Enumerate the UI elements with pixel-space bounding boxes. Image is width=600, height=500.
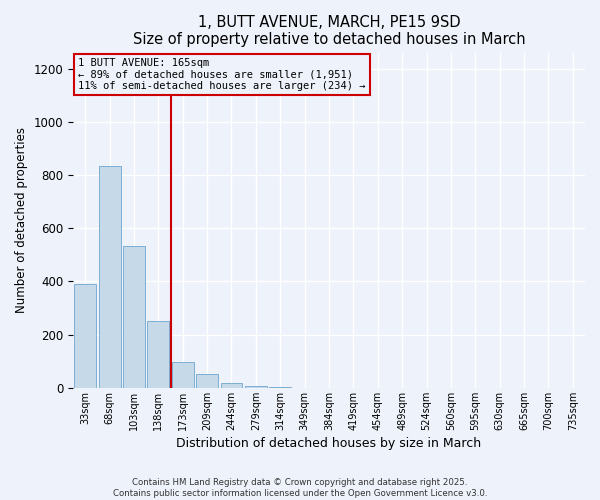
Bar	[269, 387, 291, 388]
Text: 1 BUTT AVENUE: 165sqm
← 89% of detached houses are smaller (1,951)
11% of semi-d: 1 BUTT AVENUE: 165sqm ← 89% of detached …	[78, 58, 365, 91]
Bar	[74, 284, 96, 388]
Bar	[196, 374, 218, 388]
X-axis label: Distribution of detached houses by size in March: Distribution of detached houses by size …	[176, 437, 482, 450]
Bar	[245, 386, 267, 388]
Bar	[98, 166, 121, 388]
Bar	[123, 246, 145, 388]
Bar	[148, 322, 169, 388]
Bar	[221, 383, 242, 388]
Y-axis label: Number of detached properties: Number of detached properties	[15, 128, 28, 314]
Title: 1, BUTT AVENUE, MARCH, PE15 9SD
Size of property relative to detached houses in : 1, BUTT AVENUE, MARCH, PE15 9SD Size of …	[133, 15, 526, 48]
Text: Contains HM Land Registry data © Crown copyright and database right 2025.
Contai: Contains HM Land Registry data © Crown c…	[113, 478, 487, 498]
Bar	[172, 362, 194, 388]
